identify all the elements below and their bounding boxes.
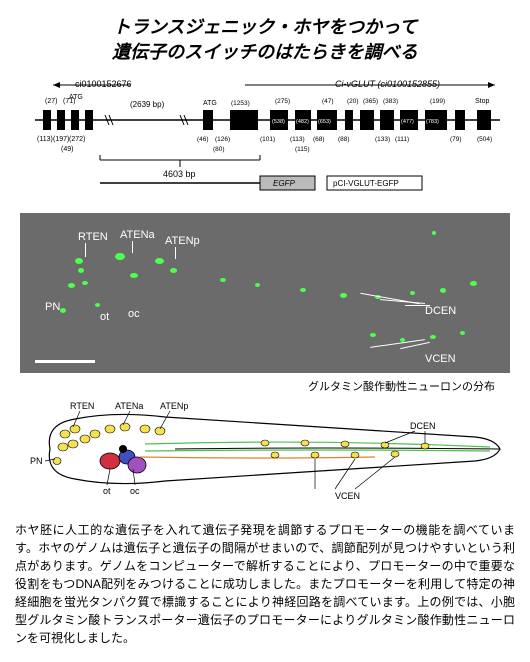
svg-text:(477): (477) [401,119,414,125]
fluor-spot [170,268,177,273]
schematic-caption: グルタミン酸作動性ニューロンの分布 [15,378,495,394]
svg-text:ATG: ATG [203,100,217,107]
svg-text:(88): (88) [338,136,350,143]
fluor-spot [220,278,226,282]
fluor-spot [78,268,84,273]
mlabel-pn: PN [45,301,60,313]
svg-text:(115): (115) [295,146,310,153]
svg-text:(49): (49) [61,146,73,153]
mlabel-atena: ATENa [120,229,155,241]
svg-text:(538): (538) [272,119,285,125]
fluor-spot [340,293,347,298]
svg-text:(653): (653) [318,119,331,125]
svg-text:ot: ot [103,486,111,496]
fluor-spot [95,303,100,307]
svg-text:(504): (504) [477,136,492,143]
fluor-spot [470,281,477,286]
svg-text:pCI-VGLUT-EGFP: pCI-VGLUT-EGFP [333,179,399,188]
svg-text:(783): (783) [426,119,439,125]
svg-text:ATENa: ATENa [115,401,143,411]
svg-text:(47): (47) [322,98,334,105]
svg-text:ATENp: ATENp [160,401,188,411]
fluor-spot [432,231,436,235]
mlabel-rten: RTEN [78,231,108,243]
svg-text:(111): (111) [395,136,409,143]
svg-text:RTEN: RTEN [70,401,94,411]
fluor-spot [255,283,260,287]
svg-text:(126): (126) [215,136,230,143]
svg-text:oc: oc [130,486,140,496]
svg-text:(20): (20) [347,98,359,105]
svg-text:Stop: Stop [475,98,490,105]
mlabel-atenp: ATENp [165,235,200,247]
mlabel-dcen: DCEN [425,305,456,317]
fluor-spot [155,258,164,264]
svg-text:(199): (199) [430,98,445,105]
title-line2: 遺伝子のスイッチのはたらきを調べる [112,42,418,62]
fluor-spot [130,273,138,278]
svg-text:DCEN: DCEN [410,421,436,431]
schematic-diagram: RTEN ATENa ATENp PN ot oc DCEN VCEN [15,399,515,504]
svg-text:VCEN: VCEN [335,491,360,501]
svg-text:(46): (46) [197,136,209,143]
fluor-spot [460,331,465,335]
svg-text:(27): (27) [45,98,57,105]
svg-text:ATG: ATG [69,94,83,101]
svg-text:(272): (272) [69,136,85,143]
fluor-spot [68,283,75,288]
svg-text:(2639 bp): (2639 bp) [130,100,165,109]
gene-diagram: ci0100152676 Ci-vGLUT (ci0100152855) (27… [15,75,515,195]
fluor-spot [115,253,125,260]
fluor-spot [300,288,306,292]
title-line1: トランスジェニック・ホヤをつかって [113,17,417,37]
svg-text:(482): (482) [296,119,309,125]
micrograph: RTEN ATENa ATENp PN ot oc DCEN VCEN [20,213,510,373]
svg-text:(383): (383) [383,98,398,105]
svg-text:(113): (113) [37,136,53,143]
svg-text:(101): (101) [260,136,275,143]
svg-text:PN: PN [30,456,43,466]
page-title: トランスジェニック・ホヤをつかって 遺伝子のスイッチのはたらきを調べる [15,15,515,65]
svg-text:(365): (365) [363,98,378,105]
svg-text:(80): (80) [213,146,225,153]
mlabel-vcen: VCEN [425,353,456,365]
svg-text:(113): (113) [290,136,305,143]
svg-text:(133): (133) [375,136,390,143]
fluor-spot [82,281,88,285]
fluor-spot [430,335,436,339]
fluor-spot [60,308,66,313]
svg-text:(1253): (1253) [231,100,250,107]
svg-text:(79): (79) [450,136,462,143]
gene-right-label: Ci-vGLUT (ci0100152855) [335,79,440,89]
fluor-spot [410,291,415,295]
svg-text:EGFP: EGFP [273,179,295,188]
fluor-spot [75,258,83,264]
svg-text:(68): (68) [313,136,325,143]
svg-text:4603 bp: 4603 bp [163,169,196,179]
fluor-spot [370,333,376,337]
svg-text:(197): (197) [53,136,69,143]
mlabel-ot: ot [100,311,109,323]
fluor-spot [440,288,446,293]
scalebar [35,360,95,363]
body-text: ホヤ胚に人工的な遺伝子を入れて遺伝子発現を調節するプロモーターの機能を調べていま… [15,521,515,647]
mlabel-oc: oc [128,308,140,320]
gene-left-id: ci0100152676 [75,79,132,89]
svg-text:(275): (275) [275,98,290,105]
